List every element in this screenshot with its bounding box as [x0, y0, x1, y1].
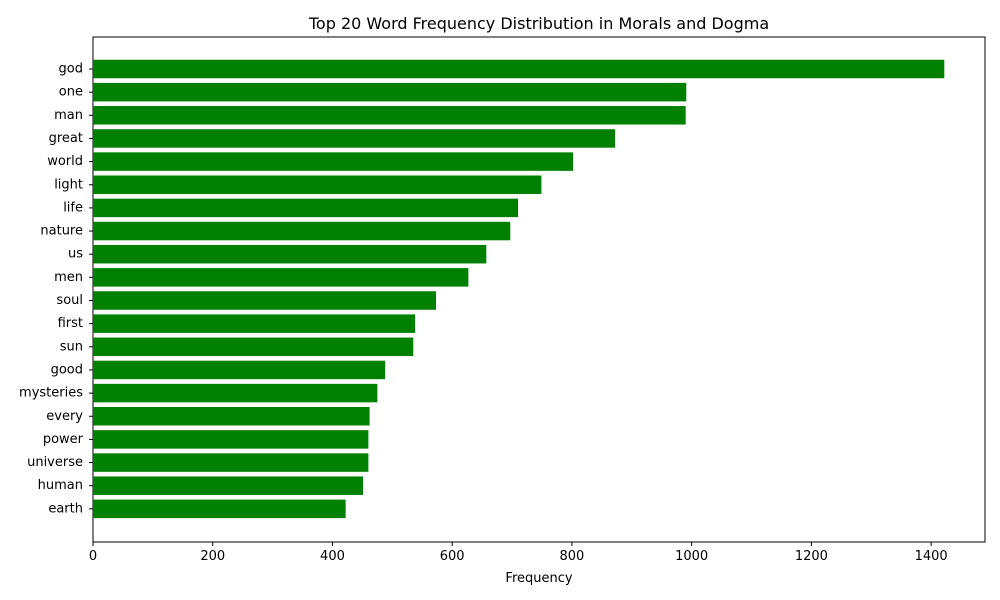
x-tick-label-600: 600	[440, 549, 465, 564]
y-tick-label-one: one	[59, 85, 83, 100]
y-tick-label-great: great	[49, 131, 83, 146]
bar-men	[93, 268, 469, 287]
bars-layer	[93, 59, 945, 519]
x-tick-label-1200: 1200	[795, 549, 828, 564]
x-tick-label-1400: 1400	[915, 549, 948, 564]
bar-world	[93, 152, 574, 171]
bar-god	[93, 59, 945, 79]
x-axis-title: Frequency	[505, 571, 572, 586]
bar-light	[93, 175, 542, 194]
y-tick-label-universe: universe	[27, 455, 83, 470]
x-tick-label-800: 800	[560, 549, 585, 564]
bar-one	[93, 82, 687, 102]
bar-power	[93, 430, 369, 449]
x-tick-label-400: 400	[320, 549, 345, 564]
y-tick-label-sun: sun	[60, 339, 83, 354]
bar-mysteries	[93, 383, 378, 403]
bar-good	[93, 360, 386, 380]
x-tick-label-200: 200	[200, 549, 225, 564]
x-tick-label-1000: 1000	[675, 549, 708, 564]
plot-frame	[92, 36, 986, 543]
y-tick-label-world: world	[47, 154, 83, 169]
bar-human	[93, 476, 363, 495]
y-tick-label-first: first	[58, 316, 83, 331]
chart-title: Top 20 Word Frequency Distribution in Mo…	[308, 14, 769, 33]
y-tick-label-man: man	[54, 108, 83, 123]
y-tick-label-god: god	[59, 62, 83, 77]
y-tick-label-men: men	[54, 270, 83, 285]
y-tick-label-soul: soul	[56, 293, 83, 308]
bar-us	[93, 244, 487, 264]
y-tick-label-mysteries: mysteries	[19, 386, 83, 401]
y-tick-label-human: human	[38, 478, 83, 493]
bar-every	[93, 407, 370, 426]
y-tick-label-life: life	[63, 200, 83, 215]
bar-first	[93, 314, 416, 333]
y-tick-label-every: every	[46, 409, 83, 424]
bar-great	[93, 129, 616, 148]
bar-nature	[93, 221, 511, 241]
y-tick-label-power: power	[43, 432, 84, 447]
y-tick-label-nature: nature	[40, 224, 83, 239]
bar-life	[93, 198, 519, 218]
bar-earth	[93, 499, 346, 519]
bar-universe	[93, 453, 369, 472]
bar-soul	[93, 291, 437, 310]
bar-man	[93, 106, 686, 125]
y-tick-labels: god one man great world light life nature us men s…	[19, 62, 93, 516]
y-tick-label-earth: earth	[48, 501, 83, 516]
y-tick-label-us: us	[68, 247, 83, 262]
bar-sun	[93, 337, 414, 357]
x-tick-label-0: 0	[89, 549, 97, 564]
y-tick-label-good: good	[51, 362, 83, 377]
x-axis-ticks: 0 200 400 600 800 1000 1200 1400	[89, 542, 948, 564]
y-tick-label-light: light	[54, 177, 83, 192]
